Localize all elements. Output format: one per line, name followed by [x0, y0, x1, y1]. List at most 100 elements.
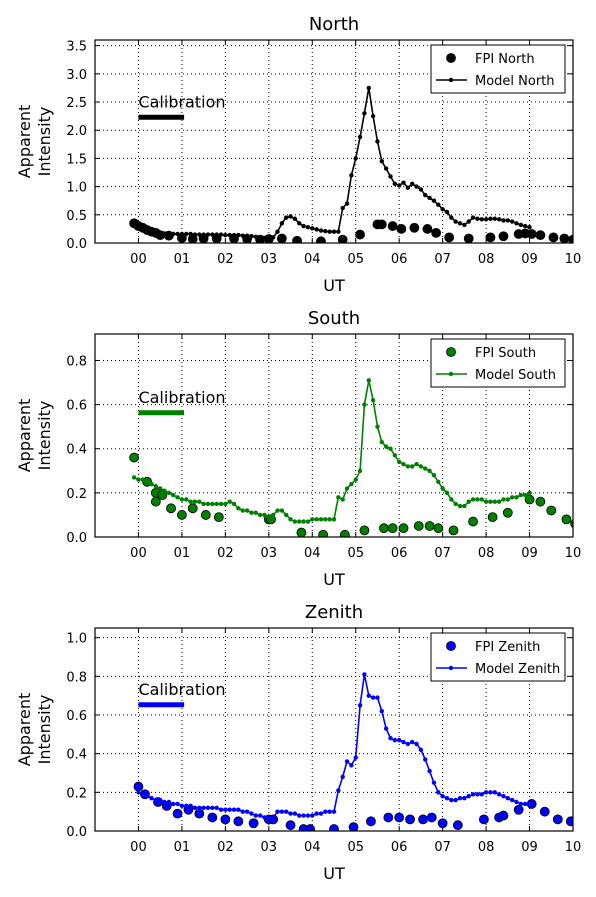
model-point	[457, 795, 463, 801]
model-point	[192, 232, 198, 237]
model-point	[453, 501, 458, 507]
model-point	[292, 811, 298, 816]
model-point	[344, 486, 350, 491]
panel-south: South 00 01 02 03 04 05 06 07 08 09 10 0.0 0.2 0.4 0.6 0…	[15, 308, 581, 589]
model-point	[157, 797, 163, 803]
legend-label-model: Model Zenith	[475, 662, 560, 677]
model-point	[218, 501, 224, 507]
fpi-point	[337, 234, 348, 243]
fpi-point	[150, 496, 161, 507]
model-point	[353, 477, 358, 482]
axes-frame	[94, 627, 574, 832]
model-point	[431, 198, 437, 203]
model-point	[131, 223, 137, 229]
y-tick-label: 0.6	[66, 709, 87, 724]
model-point	[314, 811, 319, 816]
model-point	[362, 111, 367, 116]
model-point	[349, 481, 354, 487]
model-point	[197, 232, 202, 237]
model-point	[492, 216, 497, 221]
legend-label-model: Model North	[475, 74, 555, 89]
model-point	[205, 501, 211, 507]
fpi-point	[213, 512, 224, 523]
model-point	[401, 461, 406, 467]
legend-marker-model	[448, 665, 454, 671]
model-point	[171, 231, 176, 237]
model-point	[453, 797, 458, 803]
model-point	[475, 792, 480, 797]
fpi-point	[426, 812, 437, 823]
y-tick-label: 0.0	[66, 825, 87, 840]
fpi-point	[200, 510, 211, 520]
y-axis-label-line2: Intensity	[35, 401, 54, 471]
model-point	[488, 499, 493, 504]
model-point	[366, 378, 371, 383]
model-point	[505, 218, 511, 223]
model-point	[201, 232, 206, 237]
model-point	[279, 508, 285, 513]
model-point	[418, 747, 424, 752]
fpi-point	[329, 824, 339, 831]
model-point	[284, 809, 289, 814]
x-tick-label: 00	[130, 546, 147, 561]
x-tick-label: 02	[217, 840, 234, 855]
model-point	[210, 232, 215, 237]
model-point	[188, 499, 193, 504]
model-point	[423, 466, 428, 471]
model-point	[292, 216, 298, 221]
model-point	[457, 221, 463, 226]
model-point	[240, 508, 245, 513]
model-point	[375, 424, 380, 429]
model-point	[179, 231, 185, 237]
x-tick-label: 00	[130, 840, 147, 855]
model-point	[396, 459, 402, 465]
fpi-point	[502, 507, 513, 518]
model-point	[153, 484, 159, 489]
fpi-point	[172, 808, 183, 819]
x-tick-label: 08	[478, 252, 495, 267]
model-point	[144, 228, 150, 233]
y-tick-label: 0.4	[66, 748, 87, 763]
model-point	[475, 216, 480, 221]
y-axis-label-line1: Apparent	[15, 105, 34, 179]
model-point	[388, 446, 393, 451]
model-point	[171, 801, 176, 807]
x-tick-label: 04	[304, 546, 321, 561]
model-point	[244, 233, 250, 238]
x-tick-label: 06	[391, 840, 408, 855]
model-point	[236, 807, 241, 812]
model-point	[405, 464, 411, 469]
model-point	[392, 737, 398, 743]
model-point	[527, 225, 532, 230]
model-point	[488, 216, 493, 221]
model-point	[379, 708, 384, 714]
x-tick-label: 02	[217, 546, 234, 561]
model-point	[323, 228, 328, 234]
model-point	[514, 495, 519, 500]
model-point	[479, 497, 484, 502]
model-point	[514, 221, 519, 226]
fpi-point	[422, 224, 433, 234]
model-point	[440, 206, 445, 212]
legend-label-fpi: FPI South	[475, 346, 536, 361]
model-point	[331, 809, 337, 814]
model-point	[218, 807, 224, 812]
fpi-point	[498, 810, 509, 821]
model-point	[153, 797, 159, 803]
legend: FPI South Model South	[430, 338, 566, 388]
model-point	[449, 797, 454, 803]
model-point	[375, 695, 380, 700]
model-point	[492, 499, 497, 504]
model-point	[327, 517, 332, 522]
fpi-point	[177, 510, 187, 520]
model-point	[301, 519, 306, 524]
model-point	[266, 514, 272, 520]
y-tick-label: 3.5	[66, 40, 87, 55]
model-point	[314, 517, 319, 522]
model-point	[357, 703, 363, 708]
model-point	[331, 517, 337, 522]
plot-area	[129, 378, 573, 537]
model-point	[410, 739, 415, 745]
model-point	[518, 222, 524, 228]
x-tick-label: 07	[434, 840, 451, 855]
